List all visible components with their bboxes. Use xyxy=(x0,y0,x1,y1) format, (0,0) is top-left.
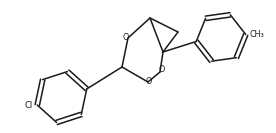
Text: O: O xyxy=(159,65,165,74)
Text: CH₃: CH₃ xyxy=(250,30,264,39)
Text: O: O xyxy=(146,78,152,86)
Text: Cl: Cl xyxy=(24,101,32,110)
Text: O: O xyxy=(123,34,129,43)
